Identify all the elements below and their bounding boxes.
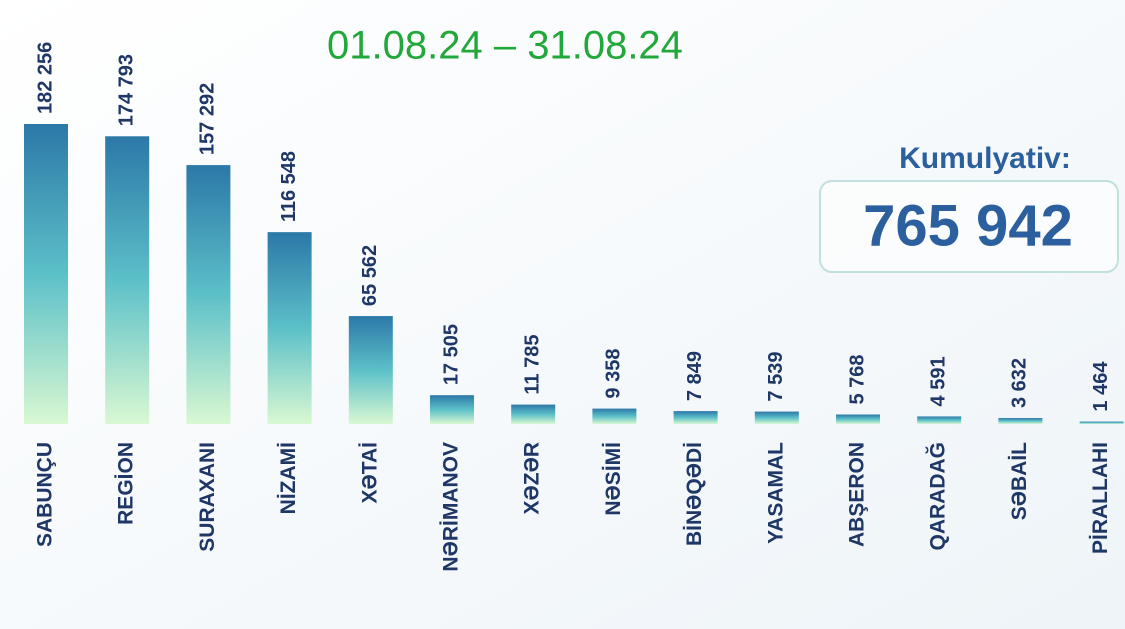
- value-label: 5 768: [846, 354, 868, 404]
- bar: [105, 136, 150, 424]
- chart-title: 01.08.24 – 31.08.24: [327, 24, 683, 68]
- bar: [673, 411, 718, 424]
- value-label: 17 505: [440, 324, 462, 385]
- category-label: NƏSİMİ: [602, 442, 625, 516]
- category-label: YASAMAL: [764, 442, 787, 544]
- category-label: ABŞERON: [846, 442, 869, 547]
- category-label: BİNƏQƏDİ: [683, 442, 706, 546]
- value-label: 7 849: [684, 351, 706, 401]
- value-label: 182 256: [34, 42, 56, 114]
- value-label: 157 292: [197, 83, 219, 155]
- bar: [267, 232, 312, 424]
- category-label: SƏBAİL: [1008, 442, 1031, 520]
- category-label: XƏZƏR: [521, 442, 544, 515]
- bar: [836, 414, 880, 424]
- value-label: 7 539: [765, 352, 787, 402]
- bar: [998, 418, 1043, 424]
- value-label: 9 358: [603, 349, 625, 399]
- category-label: REGİON: [115, 442, 138, 525]
- value-label: 116 548: [278, 151, 300, 222]
- category-label: NİZAMİ: [277, 442, 300, 514]
- cumulative-value: 765 942: [863, 193, 1073, 258]
- bar: [24, 124, 68, 424]
- bar: [186, 165, 231, 424]
- bar: [511, 404, 556, 424]
- bar: [917, 416, 962, 424]
- value-label: 174 793: [115, 54, 137, 126]
- cumulative-box: [819, 180, 1119, 273]
- value-label: 65 562: [359, 245, 381, 306]
- bar: [754, 411, 799, 424]
- category-label: NƏRİMANOV: [440, 442, 463, 572]
- value-label: 1 464: [1090, 361, 1112, 412]
- bar: [1079, 421, 1124, 424]
- bar: [430, 395, 474, 424]
- category-label: SABUNÇU: [34, 442, 57, 547]
- value-label: 3 632: [1009, 358, 1031, 408]
- category-label: XƏTAİ: [358, 442, 381, 504]
- category-label: SURAXANI: [196, 442, 219, 552]
- category-label: PİRALLAHI: [1089, 442, 1112, 554]
- bar: [592, 408, 637, 424]
- value-label: 11 785: [521, 335, 543, 395]
- category-label: QARADAĞ: [926, 442, 950, 551]
- cumulative-label: Kumulyativ:: [899, 142, 1071, 175]
- bar: [348, 316, 393, 424]
- value-label: 4 591: [927, 356, 949, 406]
